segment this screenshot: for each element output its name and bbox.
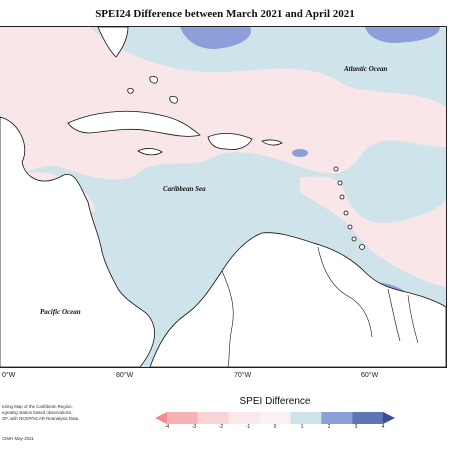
credit-text: toring Map of the Caribbean Region. egra… [2,404,122,422]
label-caribbean-sea: Caribbean Sea [163,185,206,193]
legend-swatch [321,412,353,424]
legend-swatch [383,412,395,424]
legend-tick-label: 1 [300,424,304,430]
credit-line: egrating station based observations, [2,410,73,415]
lon-tick-label: 60°W [361,372,379,379]
credit-line: OF, with NCEP/NCAR Reanalysis Data. [2,416,80,421]
lon-tick-label: 80°W [116,372,134,379]
map-panel[interactable]: Atlantic Ocean Caribbean Sea Pacific Oce… [0,26,447,368]
lon-tick-label: 70°W [234,372,252,379]
legend-tick-label: 2 [327,424,331,430]
land-masses [0,27,446,367]
label-atlantic-ocean: Atlantic Ocean [344,65,388,73]
legend-tick-label: -1 [245,424,251,430]
legend-tick-label: -4 [164,424,170,430]
label-pacific-ocean: Pacific Ocean [40,308,81,316]
legend-title: SPEI Difference [239,396,311,407]
legend-swatch [290,412,322,424]
copyright-text: CIMH May-2021 [2,436,34,441]
legend-swatch [167,412,198,424]
legend-swatch [228,412,260,424]
legend-tick-label: 4 [381,424,385,430]
legend-tick-label: -3 [191,424,197,430]
legend-swatch [259,412,291,424]
legend-tick-label: 0 [273,424,277,430]
legend-tick-label: -2 [218,424,224,430]
country-borders [221,246,419,367]
lon-tick-label: 0°W [2,372,16,379]
map-svg [0,27,446,367]
legend-swatch [155,412,167,424]
credit-line: toring Map of the Caribbean Region. [2,404,73,409]
legend-colorbar [155,412,395,424]
legend-swatch [197,412,229,424]
legend-tick-label: 3 [354,424,358,430]
map-title: SPEI24 Difference between March 2021 and… [95,8,355,20]
legend-swatch [352,412,383,424]
